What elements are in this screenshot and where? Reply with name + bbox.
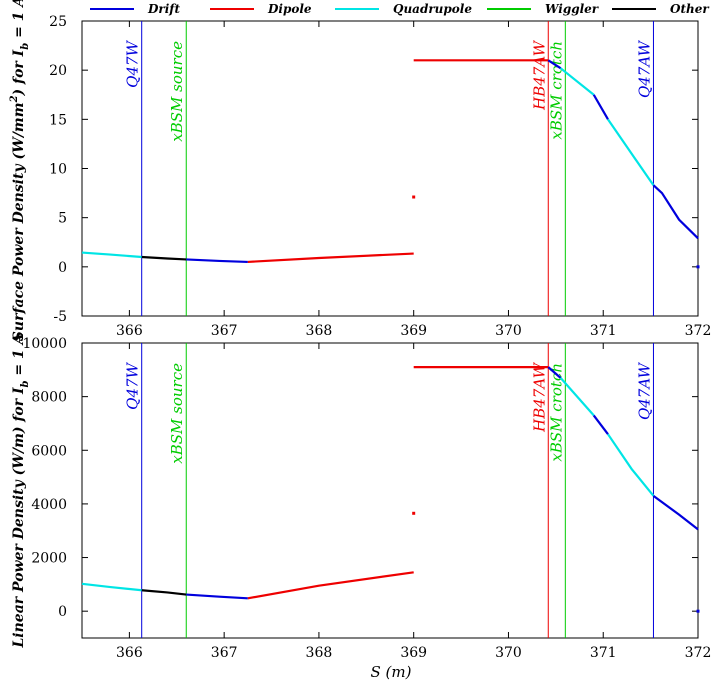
- legend: Drift Dipole Quadrupole Wiggler Other: [90, 2, 710, 16]
- data-point: [696, 265, 700, 269]
- y-tick-label: 6000: [31, 443, 67, 459]
- y-tick-label: 10000: [22, 336, 67, 352]
- series-segment: [559, 67, 595, 96]
- legend-label-drift: Drift: [147, 2, 180, 16]
- x-tick-label: 369: [400, 323, 427, 339]
- series-segment: [81, 251, 142, 259]
- series-segment: [607, 433, 655, 497]
- marker-label: xBSM source: [168, 41, 186, 142]
- series-segment: [186, 258, 248, 264]
- x-tick-label: 368: [306, 323, 333, 339]
- data-point: [412, 195, 416, 199]
- plot-frame: [81, 342, 699, 639]
- legend-label-other: Other: [670, 2, 710, 16]
- marker-label: Q47W: [124, 39, 142, 87]
- y-tick-label: 0: [58, 260, 67, 276]
- x-tick-label: 367: [211, 645, 238, 661]
- data-point: [696, 609, 700, 613]
- x-tick-label: 372: [685, 323, 712, 339]
- y-axis-label: Linear Power Density (W/m) for Ib = 1 A: [11, 333, 31, 648]
- marker-label: HB47AW: [530, 39, 548, 110]
- y-axis-label: Surface Power Density (W/mm2) for Ib = 1…: [9, 0, 31, 341]
- y-tick-label: 0: [58, 604, 67, 620]
- y-tick-label: 4000: [31, 497, 67, 513]
- series-segment: [652, 184, 699, 240]
- series-segment: [592, 94, 609, 120]
- x-tick-label: 370: [495, 645, 522, 661]
- x-axis-label: S (m): [371, 663, 412, 681]
- x-tick-label: 366: [116, 323, 143, 339]
- y-tick-label: 20: [49, 63, 67, 79]
- legend-label-wiggler: Wiggler: [545, 2, 600, 16]
- legend-label-dipole: Dipole: [267, 2, 312, 16]
- x-tick-label: 371: [590, 323, 617, 339]
- x-tick-label: 369: [400, 645, 427, 661]
- series-segment: [559, 377, 595, 417]
- y-tick-label: 10: [49, 162, 67, 178]
- series-segment: [592, 414, 609, 435]
- x-tick-label: 366: [116, 645, 143, 661]
- linear-power-panel: 0 2000 4000 6000 8000 10000 366 367 368 369 370 371…: [11, 333, 711, 661]
- series-segment: [607, 118, 655, 186]
- x-tick-label: 370: [495, 323, 522, 339]
- marker-label: Q47W: [124, 361, 142, 409]
- series-segment: [141, 255, 187, 261]
- series-segment: [141, 589, 187, 596]
- marker-label: HB47AW: [530, 361, 548, 432]
- y-tick-label: -5: [53, 309, 67, 325]
- series-segment: [81, 582, 142, 592]
- series-segment: [547, 366, 562, 379]
- series-segment: [247, 571, 414, 600]
- marker-label: xBSM crotch: [547, 363, 565, 462]
- marker-label: Q47AW: [635, 39, 653, 98]
- data-point: [412, 511, 416, 515]
- y-tick-label: 25: [49, 14, 67, 30]
- x-tick-label: 371: [590, 645, 617, 661]
- surface-power-panel: -5 0 5 10 15 20 25 366 367 368 369 370 371 372 Surface…: [9, 0, 711, 341]
- legend-label-quadrupole: Quadrupole: [393, 2, 472, 16]
- series-segment: [547, 59, 562, 70]
- x-tick-label: 372: [685, 645, 712, 661]
- y-tick-label: 5: [58, 211, 67, 227]
- series-segment: [652, 494, 699, 531]
- marker-label: xBSM source: [168, 363, 186, 464]
- y-tick-label: 2000: [31, 551, 67, 567]
- series-segment: [247, 252, 414, 264]
- series-segment: [186, 593, 248, 600]
- y-tick-label: 8000: [31, 390, 67, 406]
- x-tick-label: 367: [211, 323, 238, 339]
- marker-label: Q47AW: [635, 361, 653, 420]
- marker-label: xBSM crotch: [547, 41, 565, 140]
- y-tick-label: 15: [49, 112, 67, 128]
- x-tick-label: 368: [306, 645, 333, 661]
